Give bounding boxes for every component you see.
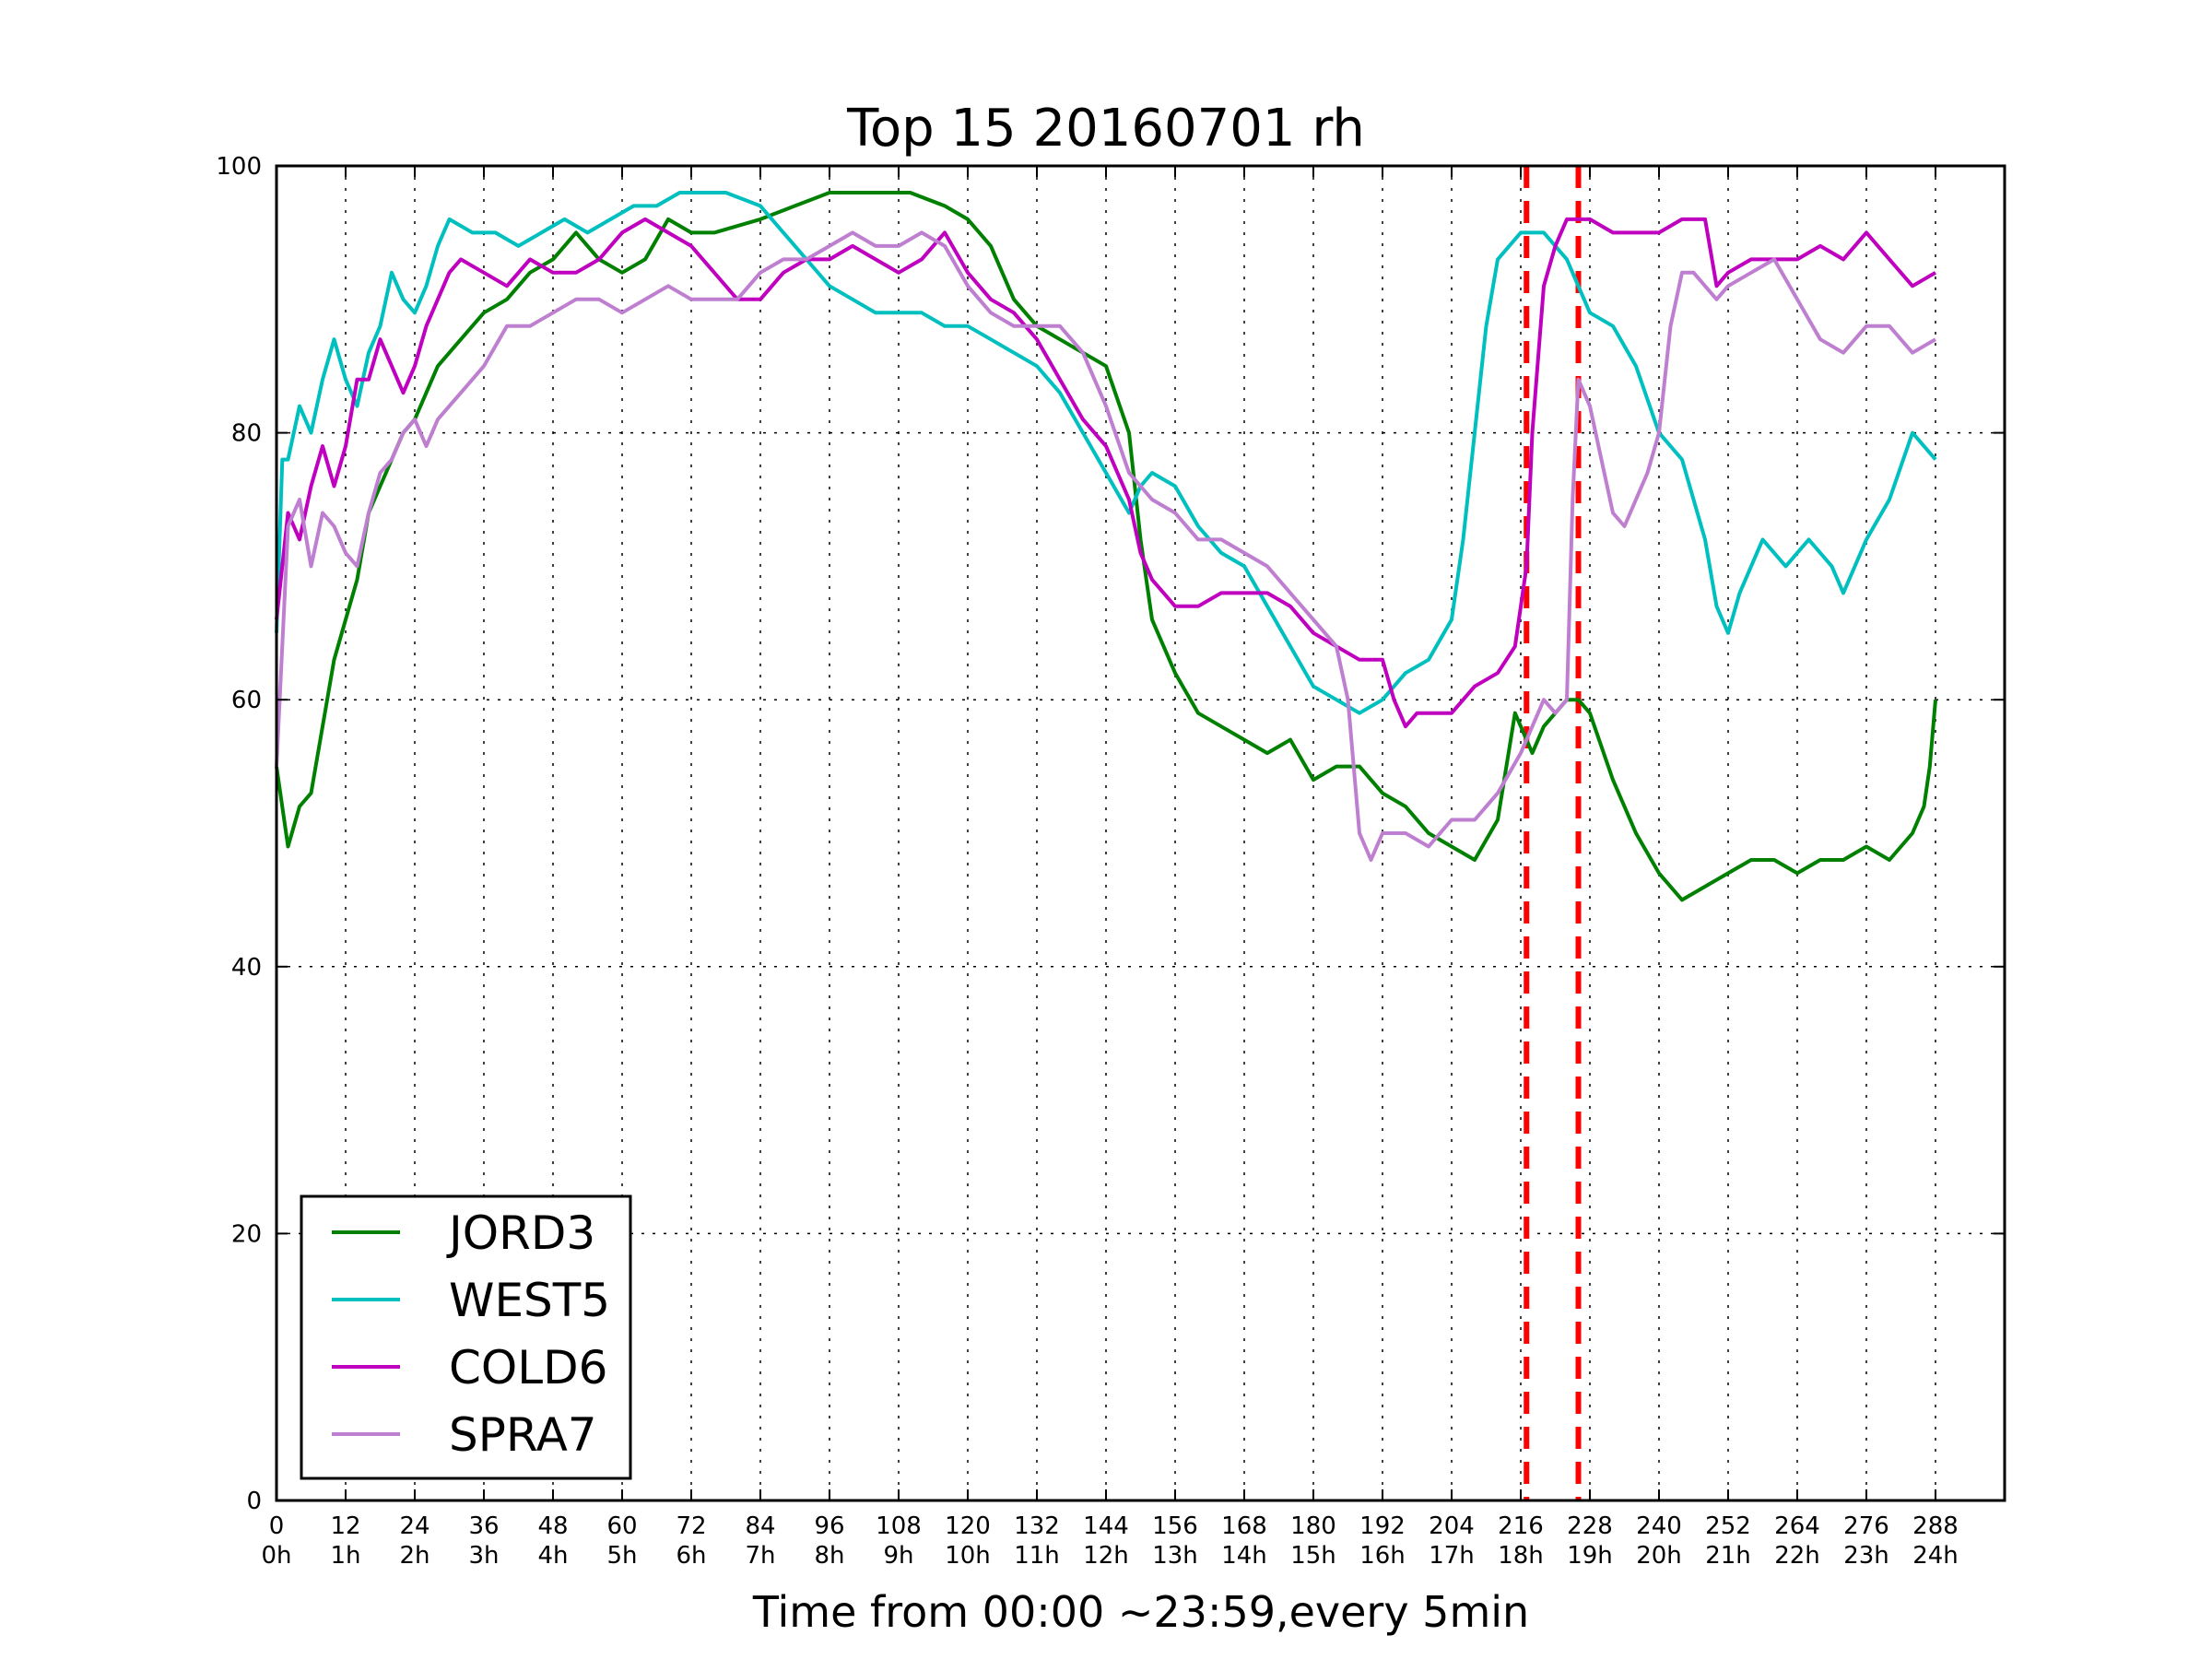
- x-tick-label: 192: [1359, 1512, 1406, 1540]
- x-tick-label: 288: [1912, 1512, 1959, 1540]
- x-tick-label-hour: 22h: [1774, 1542, 1820, 1570]
- series-line-west5: [275, 191, 1937, 715]
- x-tick-label: 96: [814, 1512, 844, 1540]
- plot-frame: [275, 164, 2006, 1502]
- x-tick-label: 108: [876, 1512, 922, 1540]
- x-tick-label-hour: 1h: [330, 1542, 360, 1570]
- x-tick-label: 0: [269, 1512, 285, 1540]
- x-tick-label-hour: 16h: [1359, 1542, 1406, 1570]
- x-tick-label-hour: 14h: [1221, 1542, 1267, 1570]
- x-tick-label-hour: 0h: [261, 1542, 291, 1570]
- x-tick-label: 204: [1429, 1512, 1475, 1540]
- legend-label: COLD6: [449, 1341, 607, 1394]
- y-tick-label: 40: [231, 954, 262, 982]
- x-tick-label: 36: [468, 1512, 499, 1540]
- series-line-jord3: [275, 191, 1937, 902]
- x-tick-label: 180: [1290, 1512, 1336, 1540]
- x-tick-label-hour: 18h: [1498, 1542, 1544, 1570]
- x-tick-label-hour: 21h: [1705, 1542, 1751, 1570]
- x-tick-label-hour: 3h: [468, 1542, 499, 1570]
- legend-label: JORD3: [446, 1206, 595, 1260]
- x-tick-label-hour: 4h: [537, 1542, 568, 1570]
- legend: JORD3 WEST5 COLD6 SPRA7: [300, 1194, 632, 1480]
- threshold-lines: [1524, 166, 1582, 1500]
- x-tick-label-hour: 5h: [606, 1542, 637, 1570]
- series-line-cold6: [275, 217, 1937, 729]
- legend-box: [300, 1194, 632, 1480]
- x-tick-label: 144: [1083, 1512, 1129, 1540]
- x-tick-label: 216: [1498, 1512, 1544, 1540]
- x-tick-label-hour: 9h: [883, 1542, 913, 1570]
- x-tick-label-hour: 13h: [1152, 1542, 1198, 1570]
- x-tick-label: 264: [1774, 1512, 1820, 1540]
- x-tick-label: 12: [330, 1512, 360, 1540]
- x-axis-label: Time from 00:00 ~23:59,every 5min: [752, 1587, 1529, 1637]
- x-tick-label-hour: 11h: [1014, 1542, 1060, 1570]
- y-tick-label: 100: [216, 153, 262, 181]
- x-tick-label-hour: 17h: [1429, 1542, 1475, 1570]
- x-tick-label-hour: 8h: [814, 1542, 844, 1570]
- legend-label: SPRA7: [449, 1408, 597, 1462]
- series-lines: [275, 191, 1937, 902]
- x-tick-label: 84: [745, 1512, 775, 1540]
- y-tick-label: 80: [231, 420, 262, 448]
- x-tick-label-hour: 24h: [1912, 1542, 1959, 1570]
- x-tick-label: 240: [1636, 1512, 1682, 1540]
- y-tick-label: 20: [231, 1220, 262, 1248]
- y-tick-label: 0: [246, 1488, 262, 1515]
- x-tick-label-hour: 12h: [1083, 1542, 1129, 1570]
- chart-title: Top 15 20160701 rh: [846, 99, 1365, 159]
- x-tick-label-hour: 20h: [1636, 1542, 1682, 1570]
- y-tick-label: 60: [231, 687, 262, 714]
- x-tick-label-hour: 23h: [1843, 1542, 1889, 1570]
- x-tick-label: 48: [537, 1512, 568, 1540]
- x-tick-label-hour: 10h: [945, 1542, 991, 1570]
- x-tick-label: 156: [1152, 1512, 1198, 1540]
- x-tick-label: 120: [945, 1512, 991, 1540]
- x-tick-label: 72: [676, 1512, 706, 1540]
- x-tick-label-hour: 2h: [399, 1542, 429, 1570]
- x-tick-label: 24: [399, 1512, 429, 1540]
- x-tick-label: 168: [1221, 1512, 1267, 1540]
- x-tick-label-hour: 15h: [1290, 1542, 1336, 1570]
- x-tick-label-hour: 19h: [1567, 1542, 1613, 1570]
- axis-ticks: 00h121h242h363h484h605h726h847h968h1089h…: [216, 153, 2005, 1570]
- x-tick-label: 132: [1014, 1512, 1060, 1540]
- x-tick-label: 252: [1705, 1512, 1751, 1540]
- x-tick-label-hour: 7h: [745, 1542, 775, 1570]
- x-tick-label: 276: [1843, 1512, 1889, 1540]
- series-line-spra7: [275, 230, 1937, 862]
- x-tick-label: 228: [1567, 1512, 1613, 1540]
- grid: [276, 166, 2005, 1500]
- legend-label: WEST5: [449, 1274, 610, 1327]
- x-tick-label-hour: 6h: [676, 1542, 706, 1570]
- legend-items: JORD3 WEST5 COLD6 SPRA7: [332, 1206, 610, 1462]
- x-tick-label: 60: [606, 1512, 637, 1540]
